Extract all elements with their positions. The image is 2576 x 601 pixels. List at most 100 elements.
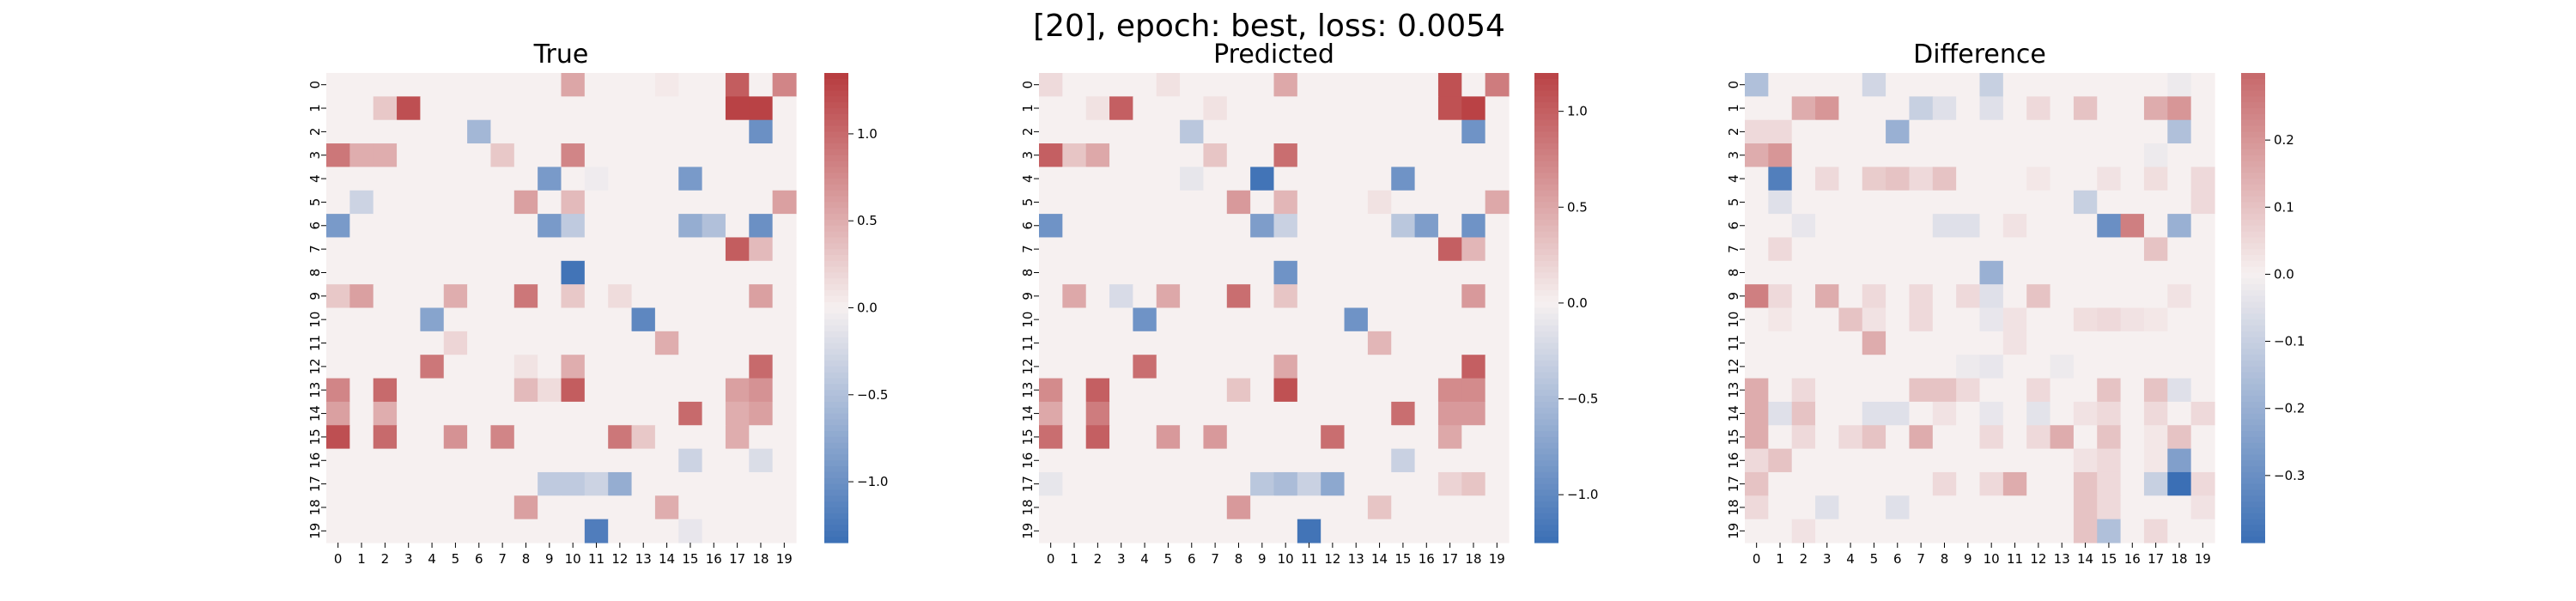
heatmap-cell (373, 119, 398, 144)
heatmap-cell (678, 214, 703, 239)
y-tick-label: 19 (307, 523, 323, 539)
heatmap-cell (1979, 237, 2004, 262)
heatmap-cell (1180, 143, 1205, 167)
heatmap-cell (1768, 214, 1793, 239)
heatmap-cell (1437, 378, 1462, 403)
heatmap-cell (326, 331, 350, 355)
heatmap-cell (1979, 519, 2004, 543)
heatmap-cell (561, 284, 586, 309)
colorbar-segment (1534, 471, 1558, 479)
colorbar-tick-label: 0.0 (2274, 266, 2294, 282)
heatmap-cell (2026, 260, 2051, 285)
heatmap-cell (1226, 471, 1251, 496)
y-tick-label: 0 (1020, 81, 1036, 89)
heatmap-cell (1297, 96, 1321, 121)
heatmap-cell (1815, 355, 1839, 379)
heatmap-cell (443, 73, 468, 97)
heatmap-cell (490, 425, 515, 450)
heatmap-cell (467, 143, 492, 167)
heatmap-cell (538, 425, 562, 450)
heatmap-cell (538, 495, 562, 520)
heatmap-cell (397, 143, 421, 167)
colorbar-segment (2241, 173, 2265, 179)
heatmap-cell (1226, 519, 1251, 543)
heatmap-cell (490, 190, 515, 215)
heatmap-cell (1979, 471, 2004, 496)
heatmap-cell (1273, 471, 1298, 496)
colorbar-segment (2241, 243, 2265, 250)
heatmap-cell (397, 519, 421, 543)
x-tick-label: 12 (2030, 551, 2046, 567)
heatmap-cell (1886, 190, 1911, 215)
colorbar-segment (2241, 501, 2265, 508)
heatmap-cell (1156, 448, 1181, 473)
heatmap-cell (420, 378, 445, 403)
colorbar-segment (824, 337, 848, 344)
heatmap-cell (2050, 307, 2075, 332)
colorbar-segment (2241, 260, 2265, 268)
heatmap-cell (702, 378, 726, 403)
heatmap-cell (1250, 471, 1275, 496)
colorbar-segment (1534, 260, 1558, 268)
heatmap-cell (1109, 471, 1133, 496)
heatmap-cell (1085, 284, 1110, 309)
heatmap-cell (654, 307, 679, 332)
heatmap-cell (2167, 284, 2192, 309)
heatmap-cell (2190, 355, 2215, 379)
heatmap-cell (1768, 119, 1793, 144)
heatmap-cell (2002, 471, 2027, 496)
heatmap-cell (490, 378, 515, 403)
heatmap-cell (2002, 119, 2027, 144)
colorbar-segment (1534, 73, 1558, 80)
heatmap-cell (584, 401, 609, 426)
colorbar-segment (1534, 483, 1558, 491)
figure-title: [20], epoch: best, loss: 0.0054 (1033, 9, 1505, 44)
heatmap-cell (467, 425, 492, 450)
colorbar-segment (824, 425, 848, 432)
heatmap-cell (1391, 284, 1416, 309)
heatmap-cell (1838, 401, 1863, 426)
x-tick-label: 16 (706, 551, 722, 567)
heatmap-cell (1344, 378, 1369, 403)
heatmap-cell (1909, 355, 1934, 379)
y-tick-label: 3 (1020, 151, 1036, 160)
colorbar-segment (2241, 372, 2265, 379)
heatmap-cell (1862, 401, 1886, 426)
heatmap-cell (1273, 355, 1298, 379)
heatmap-cell (397, 355, 421, 379)
heatmap-cell (725, 190, 750, 215)
heatmap-cell (1109, 96, 1133, 121)
heatmap-cell (1321, 331, 1346, 355)
heatmap-cell (1273, 143, 1298, 167)
heatmap-cell (1039, 378, 1063, 403)
heatmap-cell (678, 73, 703, 97)
heatmap-cell (326, 284, 350, 309)
heatmap-cell (584, 190, 609, 215)
heatmap-cell (1485, 237, 1510, 262)
heatmap-cell (2050, 495, 2075, 520)
heatmap-cell (2097, 401, 2122, 426)
x-tick-label: 0 (334, 551, 343, 567)
y-tick-label: 6 (1020, 222, 1036, 230)
heatmap-cell (1461, 307, 1486, 332)
heatmap-cell (1367, 190, 1392, 215)
heatmap-cell (2167, 378, 2192, 403)
heatmap-cell (2190, 284, 2215, 309)
heatmap-cell (420, 355, 445, 379)
heatmap-cell (1250, 284, 1275, 309)
colorbar-segment (824, 525, 848, 531)
heatmap-cell (702, 260, 726, 285)
heatmap-cell (1180, 214, 1205, 239)
heatmap-cell (1321, 378, 1346, 403)
heatmap-cell (1886, 73, 1911, 97)
y-tick-label: 14 (1726, 405, 1741, 422)
heatmap-cell (1344, 237, 1369, 262)
heatmap-cell (1156, 471, 1181, 496)
heatmap-cell (1909, 119, 1934, 144)
colorbar-segment (2241, 525, 2265, 531)
colorbar-segment (2241, 225, 2265, 233)
colorbar-segment (2241, 425, 2265, 432)
heatmap-cell (1133, 214, 1157, 239)
heatmap-cell (326, 190, 350, 215)
heatmap-cell (490, 237, 515, 262)
